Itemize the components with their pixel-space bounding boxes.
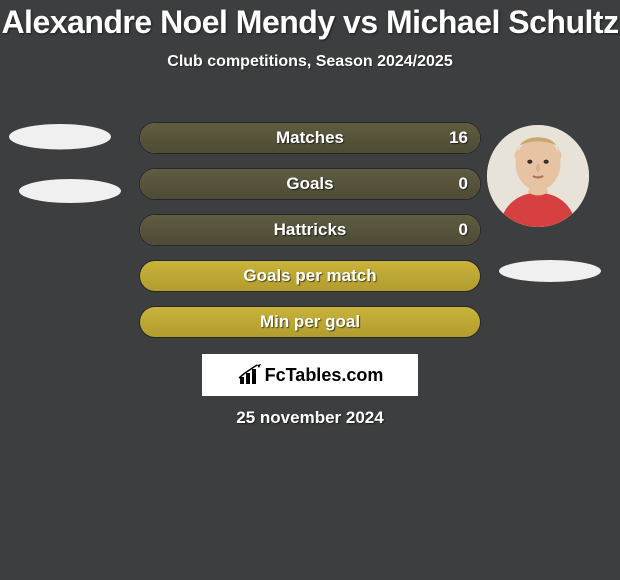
subtitle: Club competitions, Season 2024/2025 [0,53,620,71]
stat-bar-goals-per-match: Goals per match [139,260,481,292]
logo-text: FcTables.com [265,365,384,386]
player-right-ellipse [499,260,601,282]
fctables-chart-icon [237,364,263,386]
stat-bar-hattricks: Hattricks 0 [139,214,481,246]
page-title: Alexandre Noel Mendy vs Michael Schultz [0,0,620,41]
stat-bars: Matches 16 Goals 0 Hattricks 0 Goals per… [139,122,481,352]
player-left-ellipse [19,179,121,203]
player-portrait-icon [487,125,589,227]
bar-label: Goals [140,169,480,199]
bar-value: 16 [449,123,468,153]
logo-box: FcTables.com [202,354,418,396]
stat-bar-goals: Goals 0 [139,168,481,200]
bar-value: 0 [459,169,468,199]
player-left-avatar [9,124,111,150]
bar-label: Goals per match [140,261,480,291]
bar-label: Min per goal [140,307,480,337]
date-text: 25 november 2024 [0,408,620,428]
bar-label: Matches [140,123,480,153]
stat-bar-min-per-goal: Min per goal [139,306,481,338]
stat-bar-matches: Matches 16 [139,122,481,154]
bar-value: 0 [459,215,468,245]
bar-label: Hattricks [140,215,480,245]
player-right-avatar [487,125,589,227]
